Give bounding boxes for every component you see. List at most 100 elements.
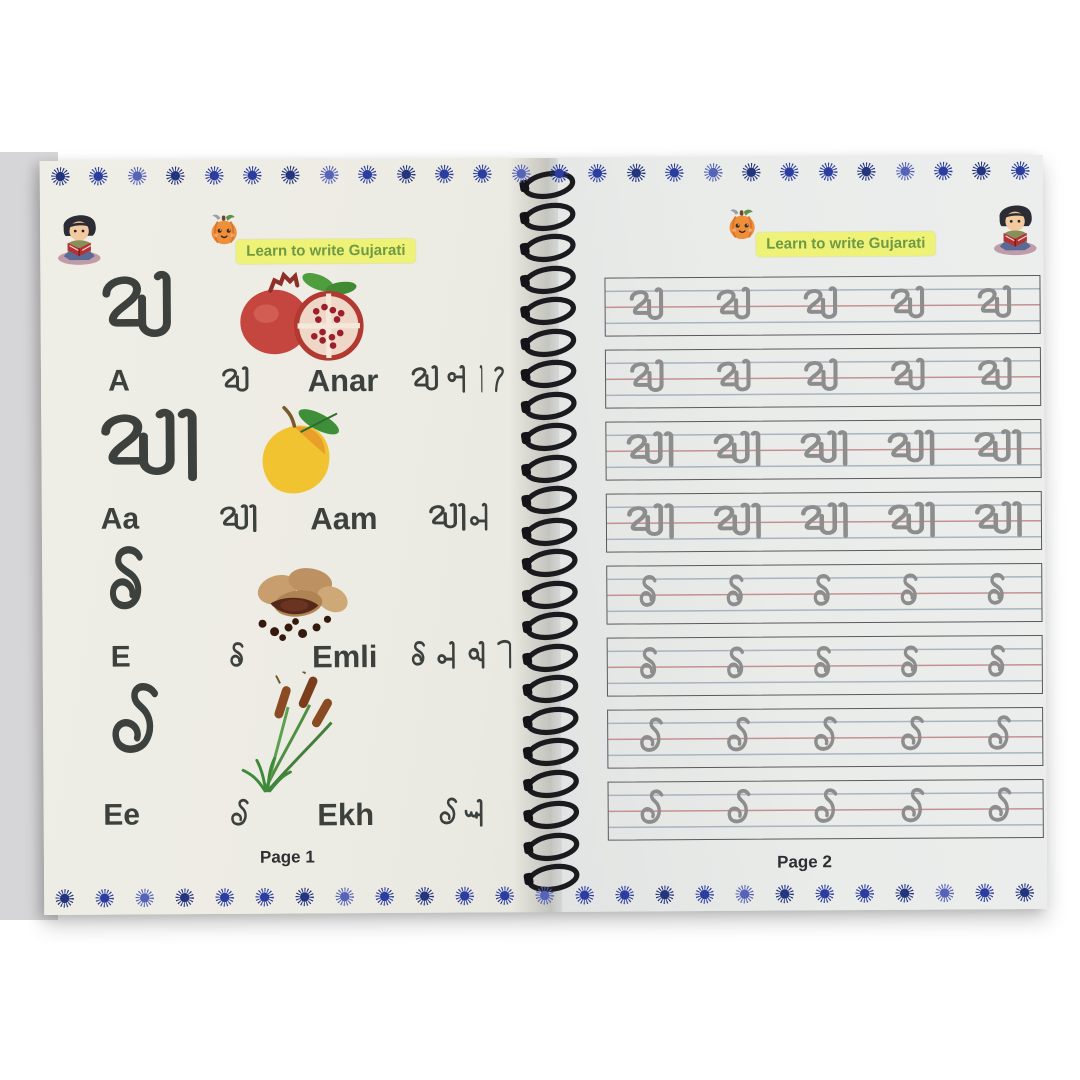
trace-letter xyxy=(798,499,850,545)
coil-loop-icon xyxy=(521,611,579,641)
gujarati-glyph xyxy=(443,362,475,398)
star-icon xyxy=(414,886,435,907)
row-english-word: Aam xyxy=(310,501,378,537)
gujarati-glyph xyxy=(979,570,1017,616)
gujarati-glyph xyxy=(625,356,673,402)
gujarati-glyph xyxy=(224,640,254,676)
coil-loop-icon xyxy=(522,769,580,799)
trace-letter xyxy=(711,427,763,473)
star-icon xyxy=(294,886,315,907)
coil-loop-icon xyxy=(521,485,579,515)
star-icon xyxy=(1014,882,1035,903)
star-icon xyxy=(894,883,915,904)
row-gujarati-word xyxy=(408,362,513,399)
practice-band xyxy=(604,274,1041,337)
gujarati-glyph xyxy=(797,499,851,545)
star-icon xyxy=(694,884,715,905)
big-letter-a xyxy=(92,264,190,359)
coil-loop-icon xyxy=(519,233,577,263)
big-letter-ii xyxy=(95,680,175,774)
star-icon xyxy=(818,161,839,182)
star-icon xyxy=(534,885,555,906)
big-letter-aa xyxy=(93,402,203,497)
practice-band xyxy=(605,490,1043,553)
gujarati-glyph xyxy=(712,355,760,401)
gujarati-glyph xyxy=(710,499,764,545)
practice-band xyxy=(606,634,1043,697)
star-icon xyxy=(88,166,109,187)
star-icon xyxy=(774,883,795,904)
gujarati-glyph xyxy=(884,498,938,544)
star-icon xyxy=(741,162,762,183)
gujarati-glyph xyxy=(623,428,677,474)
trace-letter xyxy=(807,643,843,689)
coil-loop-icon xyxy=(523,832,581,862)
star-icon xyxy=(357,164,378,185)
star-icon xyxy=(971,160,992,181)
gujarati-glyph xyxy=(462,796,495,832)
gujarati-glyph xyxy=(623,500,677,546)
row-gujarati-word xyxy=(434,796,494,832)
gujarati-glyph xyxy=(892,714,932,760)
row-english-letter: A xyxy=(108,364,130,398)
trace-letter xyxy=(980,570,1016,616)
gujarati-glyph xyxy=(92,402,204,497)
reading-boy-icon xyxy=(986,197,1044,257)
star-icon xyxy=(934,882,955,903)
row-english-letter: Ee xyxy=(103,798,141,832)
trace-letter xyxy=(886,282,932,328)
row-english-letter: E xyxy=(110,640,131,674)
star-icon xyxy=(664,162,685,183)
row-english-letter: Aa xyxy=(100,502,140,536)
coil-loop-icon xyxy=(523,800,581,830)
star-icon xyxy=(574,885,595,906)
coil-loop-icon xyxy=(521,454,579,484)
coil-loop-icon xyxy=(519,265,577,295)
trace-letter xyxy=(797,427,849,473)
gujarati-glyph xyxy=(405,639,435,675)
star-icon xyxy=(334,886,355,907)
star-icon xyxy=(587,163,608,184)
trace-letter xyxy=(633,644,669,690)
practice-band xyxy=(607,778,1044,841)
gujarati-glyph xyxy=(806,643,844,689)
gujarati-glyph xyxy=(718,571,756,617)
spiral-binding xyxy=(519,162,582,908)
trace-letter xyxy=(885,498,937,544)
gujarati-glyph xyxy=(710,427,764,473)
title-banner: Learn to write Gujarati xyxy=(756,231,936,257)
cattail-reeds-illustration xyxy=(231,671,348,800)
row-gujarati-letter xyxy=(219,364,255,400)
star-icon xyxy=(434,164,455,185)
gujarati-glyph xyxy=(632,572,670,618)
trace-letter xyxy=(633,788,671,834)
coil-loop-icon xyxy=(520,422,578,452)
gujarati-glyph xyxy=(885,282,933,328)
alphabet-row-text: Ee Ekh xyxy=(44,796,552,847)
coil-loop-icon xyxy=(519,202,577,232)
trace-letter xyxy=(807,787,845,833)
trace-letter xyxy=(973,282,1019,328)
gujarati-glyph xyxy=(91,264,191,359)
gujarati-glyph xyxy=(979,714,1019,760)
gujarati-glyph xyxy=(892,642,930,688)
trace-letter xyxy=(720,643,756,689)
gujarati-glyph xyxy=(433,638,465,674)
star-icon xyxy=(1009,160,1030,181)
tamarind-illustration xyxy=(230,547,365,648)
trace-letter xyxy=(971,426,1023,472)
trace-letter xyxy=(893,786,931,832)
gujarati-glyph xyxy=(970,426,1024,472)
star-icon xyxy=(280,164,301,185)
star-icon xyxy=(165,165,186,186)
coil-loop-icon xyxy=(522,674,580,704)
star-icon xyxy=(510,163,531,184)
star-icon xyxy=(174,887,195,908)
practice-band xyxy=(606,562,1043,625)
practice-band xyxy=(607,706,1044,769)
gujarati-glyph xyxy=(972,282,1020,328)
star-icon xyxy=(856,161,877,182)
trace-letter xyxy=(632,716,670,762)
trace-letter xyxy=(626,356,672,402)
trace-letter xyxy=(806,715,844,761)
